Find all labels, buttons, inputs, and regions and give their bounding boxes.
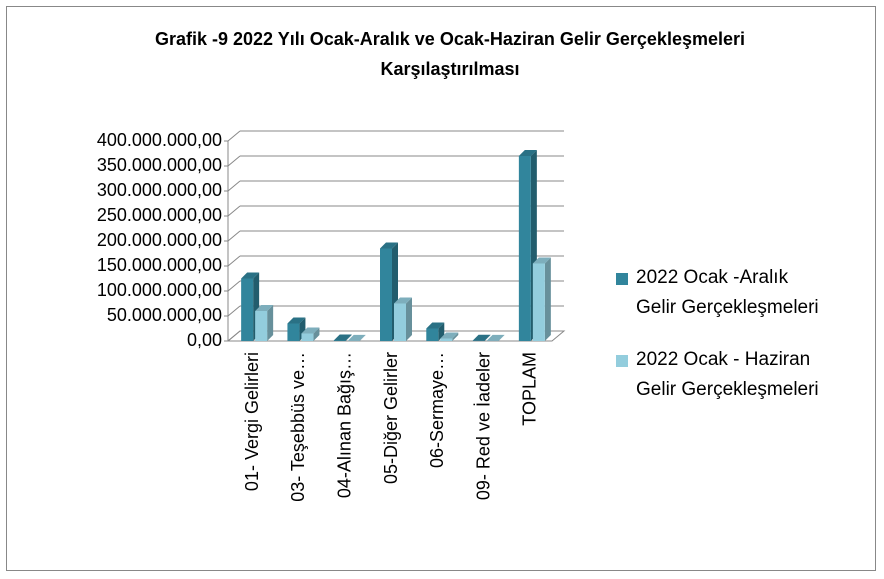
bar-top	[532, 257, 551, 264]
bar-top	[287, 317, 306, 324]
grid-line-side	[227, 330, 241, 342]
y-tick-label: 400.000.000,00	[97, 130, 222, 150]
x-tick-label: 04-Alınan Bağış…	[334, 352, 354, 498]
y-tick-label: 50.000.000,00	[107, 305, 222, 325]
grid-line-side	[227, 155, 241, 167]
grid-line-side	[227, 255, 241, 267]
bar-side	[484, 334, 491, 341]
bar-top	[301, 327, 320, 334]
legend-swatch	[616, 273, 628, 285]
bar-top	[333, 334, 352, 341]
bar	[241, 278, 254, 341]
y-tick-label: 200.000.000,00	[97, 230, 222, 250]
y-tick-label: 100.000.000,00	[97, 280, 222, 300]
bar-side	[498, 334, 505, 341]
grid-line-side	[227, 205, 241, 217]
grid-line-side	[227, 230, 241, 242]
x-tick-label: TOPLAM	[520, 352, 540, 426]
bar	[532, 263, 545, 341]
grid-line-side	[227, 280, 241, 292]
bar-top	[241, 272, 260, 279]
bar	[426, 328, 439, 341]
bar-top	[255, 305, 274, 311]
chart-frame	[6, 6, 876, 571]
bar-top	[472, 334, 491, 341]
bar-top	[486, 334, 505, 341]
bar-top	[347, 334, 366, 341]
bar-side	[544, 257, 551, 341]
bar-side	[359, 334, 366, 341]
bar-side	[313, 327, 320, 341]
bar	[333, 340, 346, 341]
x-tick-label: 06-Sermaye…	[427, 352, 447, 468]
bar-top	[394, 297, 412, 304]
y-tick-label: 0,00	[187, 330, 222, 350]
bar-top	[426, 322, 445, 329]
y-tick-label: 300.000.000,00	[97, 180, 222, 200]
bar	[394, 303, 406, 341]
x-tick-label: 05-Diğer Gelirler	[381, 352, 401, 484]
bar-side	[345, 334, 352, 341]
bar-side	[267, 305, 274, 341]
chart-title: Grafik -9 2022 Yılı Ocak-Aralık ve Ocak-…	[154, 29, 745, 79]
grid-line-side	[227, 305, 241, 317]
y-tick-label: 350.000.000,00	[97, 155, 222, 175]
x-tick-label: 03- Teşebbüs ve…	[288, 352, 308, 502]
bar-side	[452, 332, 459, 341]
y-tick-label: 250.000.000,00	[97, 205, 222, 225]
bar	[380, 248, 392, 341]
y-tick-label: 150.000.000,00	[97, 255, 222, 275]
x-tick-label: 01- Vergi Gelirleri	[242, 352, 262, 491]
grid-line-side	[227, 130, 241, 142]
legend-label: 2022 Ocak -Aralık Gelir Gerçekleşmeleri	[636, 267, 819, 318]
bar	[440, 338, 453, 341]
bar-top	[518, 150, 537, 156]
bar	[301, 333, 314, 341]
bar	[518, 156, 531, 341]
grid-line-side	[227, 180, 241, 192]
legend-label: 2022 Ocak - Haziran Gelir Gerçekleşmeler…	[636, 349, 819, 400]
bar	[255, 311, 268, 341]
bar-side	[406, 297, 412, 341]
bar	[287, 323, 300, 341]
x-tick-label: 09- Red ve İadeler	[473, 352, 493, 500]
bar-top	[380, 242, 398, 249]
legend-swatch	[616, 355, 628, 367]
bar-top	[440, 332, 459, 339]
